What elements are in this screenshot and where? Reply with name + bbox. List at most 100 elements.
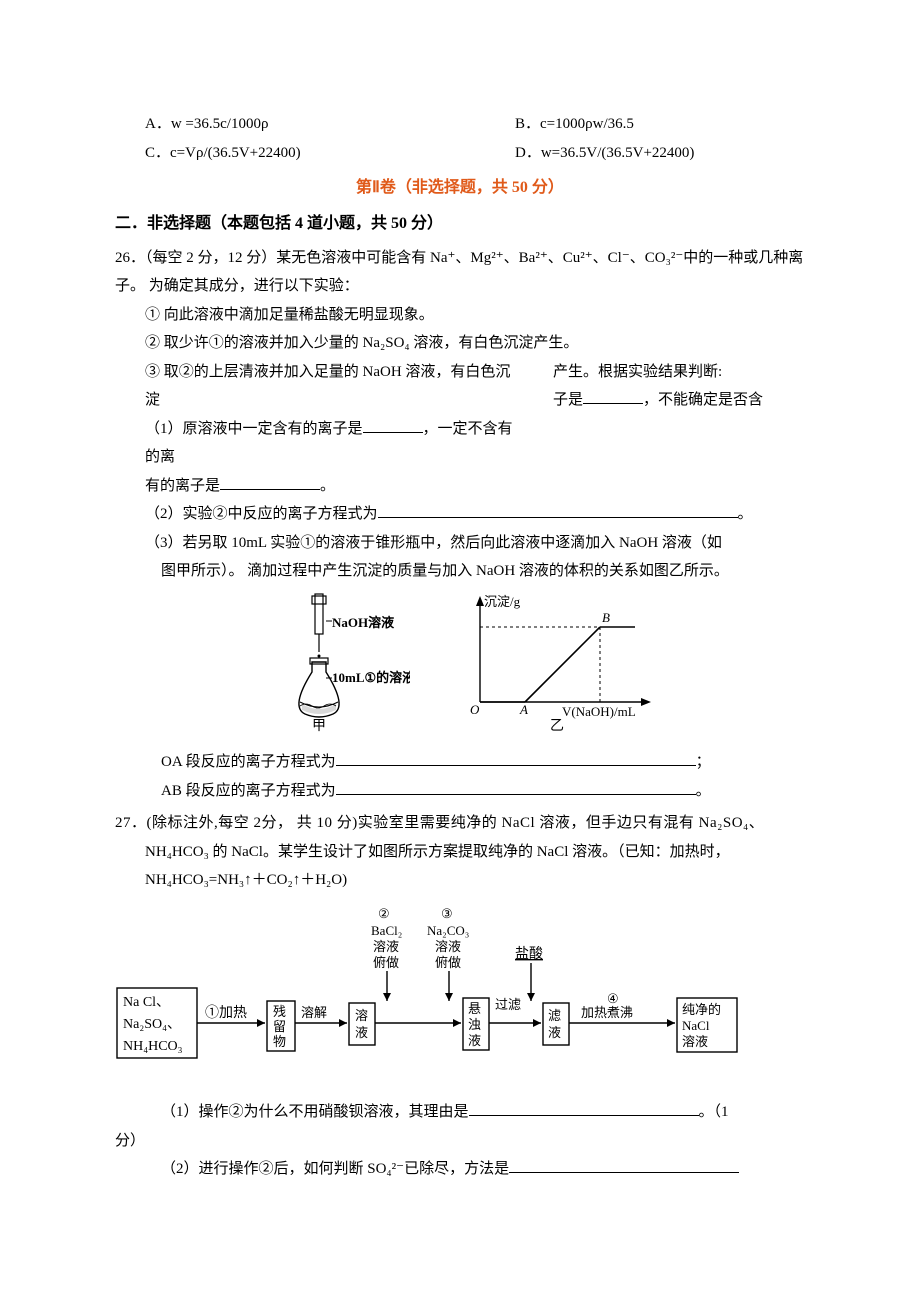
- q26-blank-3: [220, 476, 320, 490]
- q26-blank-2: [583, 390, 643, 404]
- svg-text:纯净的: 纯净的: [682, 1002, 721, 1017]
- q26-step3-r2a: 子是: [553, 392, 583, 408]
- q26-step3-r2: 子是 ，不能确定是否含: [553, 386, 805, 415]
- svg-text:残: 残: [273, 1004, 286, 1019]
- svg-text:溶解: 溶解: [301, 1005, 327, 1020]
- q26-figures: NaOH溶液 10mL①的溶液 甲: [115, 592, 805, 743]
- q26-ab-text: AB 段反应的离子方程式为: [161, 783, 336, 799]
- section-2-title: 第Ⅱ卷（非选择题，共 50 分）: [115, 173, 805, 203]
- q26-step3-r2b: ，不能确定是否含: [643, 392, 763, 408]
- q27-p2-text: （2）进行操作②后，如何判断 SO₄²⁻已除尽，方法是: [161, 1161, 509, 1177]
- svg-text:溶: 溶: [355, 1008, 368, 1023]
- option-d: D．w=36.5V/(36.5V+22400): [515, 139, 805, 168]
- svg-text:物: 物: [273, 1034, 286, 1049]
- q26-p1-d: 有的离子是: [145, 478, 220, 494]
- option-row-1: A．w =36.5c/1000ρ B．c=1000ρw/36.5: [145, 110, 805, 139]
- chart-xlabel: V(NaOH)/mL: [562, 704, 636, 719]
- q27-stem-a: 27．(除标注外,每空 2分， 共 10 分)实验室里需要纯净的 NaCl 溶液…: [115, 809, 805, 838]
- q27-p2: （2）进行操作②后，如何判断 SO₄²⁻已除尽，方法是: [161, 1155, 805, 1184]
- q26-p3-a: （3）若另取 10mL 实验①的溶液于锥形瓶中，然后向此溶液中逐滴加入 NaOH…: [145, 529, 805, 558]
- q26-stem: 26．（每空 2 分，12 分）某无色溶液中可能含有 Na⁺、Mg²⁺、Ba²⁺…: [115, 244, 805, 301]
- svg-text:浊: 浊: [468, 1017, 481, 1032]
- chart-origin: O: [470, 702, 480, 717]
- option-a: A．w =36.5c/1000ρ: [145, 110, 515, 139]
- svg-text:NaCl: NaCl: [682, 1018, 710, 1033]
- chart-ylabel: 沉淀/g: [484, 594, 521, 609]
- svg-text:加热煮沸: 加热煮沸: [581, 1005, 633, 1020]
- svg-text:盐酸: 盐酸: [515, 946, 543, 962]
- figure-chart: 沉淀/g O A B V(NaOH)/mL 乙: [450, 592, 660, 732]
- q26-p1-line2: 有的离子是。: [145, 472, 805, 501]
- q27-p1-b: 。（1: [699, 1104, 729, 1120]
- chart-caption: 乙: [550, 718, 564, 732]
- q26-stem-text: 26．（每空 2 分，12 分）某无色溶液中可能含有 Na⁺、Mg²⁺、Ba²⁺…: [115, 250, 803, 295]
- q26-blank-1: [363, 419, 423, 433]
- q26-p1-c: 的离: [145, 443, 545, 472]
- q26-blank-4: [378, 504, 738, 518]
- q26-step-1: ① 向此溶液中滴加足量稀盐酸无明显现象。: [145, 301, 805, 330]
- svg-text:液: 液: [355, 1025, 368, 1040]
- svg-text:悬: 悬: [468, 1001, 481, 1016]
- q26-p3-b: 图甲所示）。 滴加过程中产生沉淀的质量与加入 NaOH 溶液的体积的关系如图乙所…: [161, 557, 805, 586]
- chart-point-a: A: [519, 702, 528, 717]
- svg-text:④: ④: [607, 991, 619, 1006]
- q26-step-3: ③ 取②的上层清液并加入足量的 NaOH 溶液，有白色沉 淀 （1）原溶液中一定…: [145, 358, 805, 472]
- svg-text:俯做: 俯做: [373, 955, 399, 970]
- svg-text:滤: 滤: [548, 1008, 561, 1023]
- q26-p1-a: （1）原溶液中一定含有的离子是: [145, 421, 363, 437]
- svg-text:液: 液: [548, 1025, 561, 1040]
- q26-p2-end: 。: [738, 506, 753, 522]
- svg-text:过滤: 过滤: [495, 997, 521, 1012]
- q26-step-2: ② 取少许①的溶液并加入少量的 Na₂SO₄ 溶液，有白色沉淀产生。: [145, 329, 805, 358]
- q26-step3-b: 淀: [145, 386, 545, 415]
- q26-step3-a: ③ 取②的上层清液并加入足量的 NaOH 溶液，有白色沉: [145, 358, 545, 387]
- q27-p1-c: 分）: [115, 1127, 805, 1156]
- q26-p1-b: ，一定不含有: [423, 421, 513, 437]
- svg-text:Na Cl、: Na Cl、: [123, 995, 170, 1010]
- part-2-heading: 二．非选择题（本题包括 4 道小题，共 50 分）: [115, 209, 805, 239]
- q27-flowchart: Na Cl、 Na₂SO₄、 NH₄HCO₃ ①加热 残 留 物 溶解 溶 液 …: [115, 903, 805, 1089]
- svg-text:留: 留: [273, 1019, 286, 1034]
- q27-stem-b: NH₄HCO₃ 的 NaCl。某学生设计了如图所示方案提取纯净的 NaCl 溶液…: [145, 838, 805, 867]
- svg-text:溶液: 溶液: [373, 939, 399, 954]
- option-d-text: D．w=36.5V/(36.5V+22400): [515, 145, 694, 161]
- figure-apparatus: NaOH溶液 10mL①的溶液 甲: [260, 592, 410, 732]
- q26-blank-oa: [336, 752, 696, 766]
- svg-text:③: ③: [441, 906, 453, 921]
- svg-text:②: ②: [378, 906, 390, 921]
- option-b: B．c=1000ρw/36.5: [515, 110, 805, 139]
- q27-p1: （1）操作②为什么不用硝酸钡溶液，其理由是 。（1: [161, 1098, 805, 1127]
- q26-ab: AB 段反应的离子方程式为。: [161, 777, 805, 806]
- svg-text:溶液: 溶液: [682, 1034, 708, 1049]
- q27-blank-2: [509, 1159, 739, 1173]
- option-row-2: C．c=Vρ/(36.5V+22400) D．w=36.5V/(36.5V+22…: [145, 139, 805, 168]
- svg-text:①加热: ①加热: [205, 1005, 247, 1021]
- option-c: C．c=Vρ/(36.5V+22400): [145, 139, 515, 168]
- question-27: 27．(除标注外,每空 2分， 共 10 分)实验室里需要纯净的 NaCl 溶液…: [115, 809, 805, 1184]
- q26-blank-ab: [336, 781, 696, 795]
- svg-text:液: 液: [468, 1033, 481, 1048]
- apparatus-label-top: NaOH溶液: [332, 615, 394, 630]
- svg-text:溶液: 溶液: [435, 939, 461, 954]
- chart-point-b: B: [602, 610, 610, 625]
- q26-p1-line1: （1）原溶液中一定含有的离子是 ，一定不含有: [145, 415, 545, 444]
- q26-p2: （2）实验②中反应的离子方程式为 。: [145, 500, 805, 529]
- option-c-text: C．c=Vρ/(36.5V+22400): [145, 145, 301, 161]
- q26-oa: OA 段反应的离子方程式为；: [161, 748, 805, 777]
- q27-stem-c: NH₄HCO₃=NH₃↑＋CO₂↑＋H₂O): [145, 866, 805, 895]
- q26-step3-r1: 产生。根据实验结果判断:: [553, 358, 805, 387]
- svg-text:Na₂SO₄、: Na₂SO₄、: [123, 1017, 181, 1032]
- option-a-text: A．w =36.5c/1000ρ: [145, 116, 268, 132]
- apparatus-caption: 甲: [312, 719, 326, 732]
- q27-p1-a: （1）操作②为什么不用硝酸钡溶液，其理由是: [161, 1104, 469, 1120]
- question-26: 26．（每空 2 分，12 分）某无色溶液中可能含有 Na⁺、Mg²⁺、Ba²⁺…: [115, 244, 805, 806]
- option-b-text: B．c=1000ρw/36.5: [515, 116, 634, 132]
- apparatus-label-mid: 10mL①的溶液: [332, 670, 410, 685]
- q26-p2-text: （2）实验②中反应的离子方程式为: [145, 506, 378, 522]
- svg-text:Na₂CO₃: Na₂CO₃: [427, 923, 469, 938]
- q26-oa-end: ；: [696, 754, 711, 770]
- flowchart-svg: Na Cl、 Na₂SO₄、 NH₄HCO₃ ①加热 残 留 物 溶解 溶 液 …: [115, 903, 795, 1078]
- svg-text:俯做: 俯做: [435, 955, 461, 970]
- svg-text:BaCl₂: BaCl₂: [371, 923, 402, 938]
- svg-text:NH₄HCO₃: NH₄HCO₃: [123, 1039, 183, 1054]
